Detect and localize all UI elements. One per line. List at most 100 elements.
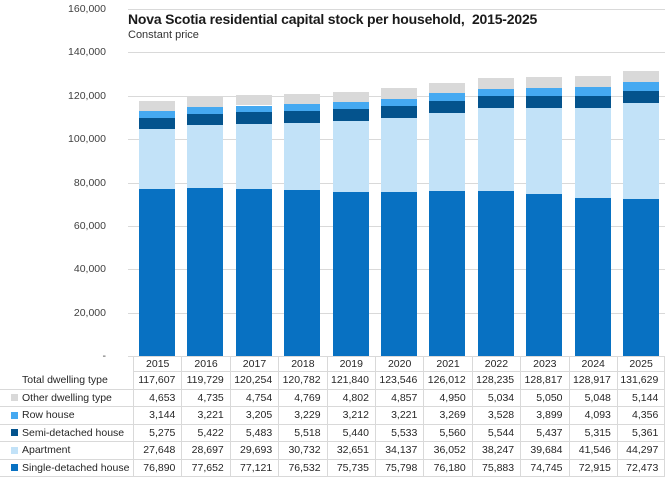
table-cell: 5,144: [616, 389, 666, 407]
y-axis-tick-label: 60,000: [73, 219, 106, 232]
table-cell: 117,607: [133, 372, 182, 390]
year-header: 2017: [229, 357, 279, 372]
year-header: 2022: [471, 357, 521, 372]
row-label-text: Apartment: [22, 444, 71, 457]
table-cell: 72,915: [568, 459, 617, 477]
table-cell: 5,034: [471, 389, 521, 407]
bar-segment: [526, 96, 563, 108]
bar-segment: [526, 107, 563, 194]
year-header: 2015: [133, 357, 182, 372]
table-cell: 5,050: [520, 389, 569, 407]
table-cell: 74,745: [520, 459, 569, 477]
table-row: Semi-detached house 5,275 5,422 5,483 5,518 5…: [0, 424, 666, 442]
table-cell: 121,840: [326, 372, 375, 390]
table-cell: 28,697: [181, 442, 230, 460]
bar-segment: [139, 189, 175, 356]
y-axis-tick-label: 40,000: [73, 263, 106, 276]
gridline: [128, 52, 666, 54]
bar-segment: [235, 124, 272, 189]
table-cell: 3,205: [229, 407, 279, 425]
bar-segment: [284, 123, 321, 190]
bar-segment: [187, 106, 224, 114]
bar-segment: [381, 98, 417, 106]
table-cell: 5,533: [374, 424, 424, 442]
y-axis-tick-label: 120,000: [68, 89, 106, 102]
table-cell: 120,254: [229, 372, 279, 390]
table-cell: 3,212: [326, 407, 375, 425]
row-label-text: Semi-detached house: [22, 426, 125, 439]
year-header: 2016: [181, 357, 230, 372]
bar-segment: [429, 100, 466, 113]
row-label: Single-detached house: [0, 460, 133, 477]
row-label: Total dwelling type: [0, 372, 133, 390]
bar-segment: [526, 87, 563, 97]
table-cell: 4,950: [423, 389, 472, 407]
table-cell: 5,275: [133, 424, 182, 442]
y-axis-tick-label: -: [102, 350, 107, 362]
table-cell: 128,817: [520, 372, 569, 390]
bar-segment: [284, 104, 321, 112]
bar-segment: [526, 76, 563, 88]
bar-segment: [477, 77, 514, 89]
bar-segment: [381, 105, 417, 118]
y-axis-tick-label: 140,000: [68, 46, 106, 59]
table-cell: 38,247: [471, 442, 521, 460]
table-row: Total dwelling type 117,607 119,729 120,254…: [0, 372, 666, 390]
table-cell: 5,544: [471, 424, 521, 442]
table-cell: 3,144: [133, 407, 182, 425]
row-label-text: Other dwelling type: [22, 391, 112, 404]
table-cell: 76,180: [423, 459, 472, 477]
table-cell: 5,518: [278, 424, 327, 442]
y-axis-tick-label: 20,000: [73, 306, 106, 319]
table-cell: 77,121: [229, 459, 279, 477]
bar-segment: [235, 95, 272, 106]
bar-segment: [429, 82, 466, 94]
title-block: Nova Scotia residential capital stock pe…: [128, 11, 537, 41]
bar-segment: [574, 76, 611, 88]
year-header: 2021: [423, 357, 472, 372]
row-label-text: Single-detached house: [22, 461, 130, 474]
bar-segment: [623, 198, 659, 356]
legend-swatch: [11, 429, 18, 437]
legend-swatch: [11, 446, 18, 454]
legend-swatch: [11, 394, 18, 402]
table-cell: 75,735: [326, 459, 375, 477]
bar-segment: [235, 105, 272, 113]
table-cell: 128,917: [568, 372, 617, 390]
table-cell: 3,221: [374, 407, 424, 425]
bar-segment: [623, 70, 659, 82]
bar-segment: [623, 102, 659, 199]
bar-segment: [187, 96, 224, 107]
bar-segment: [574, 197, 611, 356]
table-cell: 5,315: [568, 424, 617, 442]
table-cell: 75,883: [471, 459, 521, 477]
year-header: 2018: [278, 357, 327, 372]
y-axis-tick-label: 100,000: [68, 133, 106, 146]
table-cell: 5,422: [181, 424, 230, 442]
bar-segment: [235, 112, 272, 125]
table-cell: 126,012: [423, 372, 472, 390]
gridline: [128, 9, 666, 10]
bar-segment: [332, 120, 369, 192]
table-cell: 3,269: [423, 407, 472, 425]
table-row: Other dwelling type 4,653 4,735 4,754 4,769 4…: [0, 389, 666, 407]
table-cell: 44,297: [616, 442, 666, 460]
table-cell: 5,440: [326, 424, 375, 442]
table-cell: 3,528: [471, 407, 521, 425]
bar-segment: [429, 93, 466, 101]
row-label: Semi-detached house: [0, 425, 133, 442]
table-cell: 4,754: [229, 389, 279, 407]
table-cell: 4,769: [278, 389, 327, 407]
table-cell: 36,052: [423, 442, 472, 460]
legend-swatch: [11, 464, 18, 472]
table-cell: 76,890: [133, 459, 182, 477]
table-row: Apartment 27,648 28,697 29,693 30,732 32,651 3…: [0, 442, 666, 460]
table-cell: 4,653: [133, 389, 182, 407]
table-cell: 3,229: [278, 407, 327, 425]
legend-swatch: [11, 411, 18, 419]
table-cell: 5,560: [423, 424, 472, 442]
bar-segment: [139, 129, 175, 190]
table-cell: 4,735: [181, 389, 230, 407]
table-cell: 4,857: [374, 389, 424, 407]
